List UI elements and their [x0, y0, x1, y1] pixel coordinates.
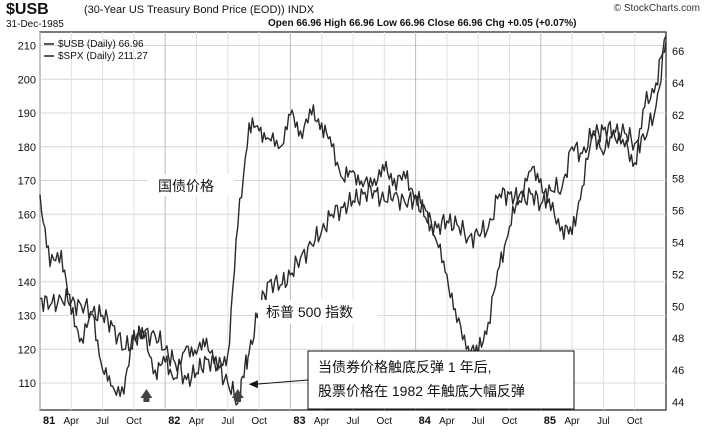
right-axis-tick-label: 54 — [672, 238, 684, 250]
x-axis-tick-label: Jul — [472, 416, 485, 427]
legend-spx: $SPX (Daily) 211.27 — [58, 51, 148, 62]
x-axis-tick-label: 84 — [419, 415, 432, 427]
right-axis-tick-label: 46 — [672, 365, 684, 377]
up-arrow-marker — [140, 389, 153, 402]
callout: 当债券价格触底反弹 1 年后, 股票价格在 1982 年触底大幅反弹 — [248, 350, 575, 410]
chart-subtitle: (30-Year US Treasury Bond Price (EOD)) I… — [84, 4, 315, 16]
x-axis-tick-label: Apr — [64, 416, 80, 427]
x-axis-tick-label: Jul — [96, 416, 109, 427]
right-axis-tick-label: 48 — [672, 333, 684, 345]
x-axis-tick-label: 85 — [544, 415, 556, 427]
callout-line-2: 股票价格在 1982 年触底大幅反弹 — [318, 383, 525, 399]
x-axis-tick-label: Oct — [377, 416, 393, 427]
bond-label: 国债价格 — [158, 178, 214, 194]
left-axis-tick-label: 170 — [18, 176, 36, 188]
annotation-spx: 标普 500 指数 — [258, 300, 378, 324]
right-axis-tick-label: 58 — [672, 174, 684, 186]
brand-label: © StockCharts.com — [613, 3, 700, 14]
callout-box — [307, 350, 575, 410]
x-axis-tick-label: Jul — [347, 416, 360, 427]
chart-date: 31-Dec-1985 — [6, 19, 64, 30]
callout-arrow-head — [248, 380, 258, 389]
right-axis-tick-label: 66 — [672, 46, 684, 58]
legend-usb: $USB (Daily) 66.96 — [58, 39, 144, 50]
x-axis-tick-label: Apr — [439, 416, 455, 427]
right-axis-tick-label: 56 — [672, 206, 684, 218]
right-axis-tick-label: 64 — [672, 78, 684, 90]
callout-arrow-line — [254, 379, 309, 385]
x-axis-tick-label: Oct — [502, 416, 518, 427]
up-arrow-marker — [231, 389, 244, 402]
x-axis-tick-label: Apr — [314, 416, 330, 427]
x-axis-tick-label: Apr — [564, 416, 580, 427]
x-axis-tick-label: Oct — [126, 416, 142, 427]
series-line-usb — [39, 35, 667, 398]
left-axis-tick-label: 110 — [18, 378, 36, 390]
x-axis-tick-label: 81 — [43, 415, 55, 427]
x-axis-tick-label: Oct — [251, 416, 267, 427]
left-axis-tick-label: 210 — [18, 41, 36, 53]
x-axis-tick-label: Jul — [221, 416, 234, 427]
chart-ticker: $USB — [6, 1, 49, 18]
right-axis-tick-label: 44 — [672, 397, 684, 409]
x-axis-tick-label: Oct — [627, 416, 643, 427]
left-axis-tick-label: 150 — [18, 243, 36, 255]
x-axis-tick-label: 83 — [293, 415, 305, 427]
right-axis-tick-label: 60 — [672, 142, 684, 154]
left-axis-tick-label: 200 — [18, 74, 36, 86]
left-axis-tick-label: 160 — [18, 209, 36, 221]
x-axis-tick-label: Jul — [597, 416, 610, 427]
annotation-bond: 国债价格 — [148, 174, 234, 196]
ohlc-stats: Open 66.96 High 66.96 Low 66.96 Close 66… — [268, 18, 577, 29]
legend: $USB (Daily) 66.96 $SPX (Daily) 211.27 — [44, 39, 148, 62]
series-line-spx — [39, 41, 667, 406]
left-axis-tick-label: 140 — [18, 277, 36, 289]
right-axis-tick-label: 50 — [672, 301, 684, 313]
left-axis-tick-label: 120 — [18, 344, 36, 356]
left-axis-tick-label: 130 — [18, 311, 36, 323]
callout-line-1: 当债券价格触底反弹 1 年后, — [318, 359, 491, 375]
left-axis-tick-label: 180 — [18, 142, 36, 154]
right-axis-tick-label: 62 — [672, 110, 684, 122]
spx-label: 标普 500 指数 — [266, 304, 353, 320]
x-axis-tick-label: 82 — [168, 415, 180, 427]
right-axis-tick-label: 52 — [672, 269, 684, 281]
left-axis-tick-label: 190 — [18, 108, 36, 120]
x-axis-tick-label: Apr — [189, 416, 205, 427]
